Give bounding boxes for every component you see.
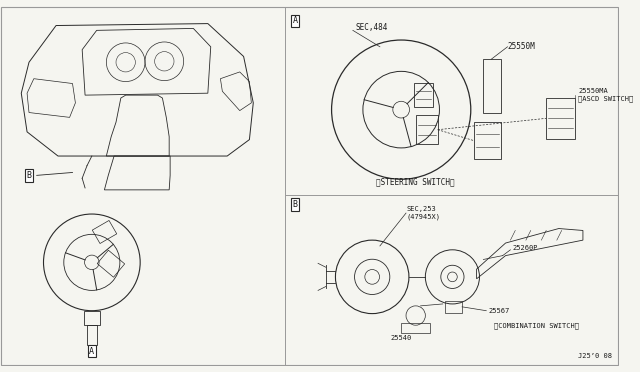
Text: A: A: [90, 347, 94, 356]
Text: SEC,253: SEC,253: [406, 206, 436, 212]
Text: 25550M: 25550M: [508, 42, 535, 51]
Bar: [445, 301, 462, 312]
Bar: [84, 311, 100, 325]
Text: B: B: [26, 171, 31, 180]
Text: J25’0 08: J25’0 08: [578, 353, 612, 359]
Text: 〈ASCD SWITCH〉: 〈ASCD SWITCH〉: [578, 96, 634, 102]
Text: 25567: 25567: [488, 308, 509, 314]
Text: 25540: 25540: [390, 335, 412, 341]
Text: 〈COMBINATION SWITCH〉: 〈COMBINATION SWITCH〉: [494, 322, 579, 328]
Bar: [87, 325, 97, 344]
Bar: [97, 250, 125, 277]
Bar: [546, 98, 575, 139]
Bar: [474, 122, 500, 159]
Bar: [401, 323, 430, 333]
Text: SEC,484: SEC,484: [356, 23, 388, 32]
Text: 〈STEERING SWITCH〉: 〈STEERING SWITCH〉: [376, 178, 455, 187]
Bar: [483, 60, 500, 113]
Text: B: B: [292, 200, 298, 209]
Text: (47945X): (47945X): [406, 214, 440, 220]
Text: A: A: [292, 16, 298, 25]
Text: 25260P: 25260P: [513, 245, 538, 251]
Bar: [413, 83, 433, 108]
Text: 25550MA: 25550MA: [578, 88, 608, 94]
Bar: [92, 221, 116, 244]
Bar: [417, 115, 438, 144]
